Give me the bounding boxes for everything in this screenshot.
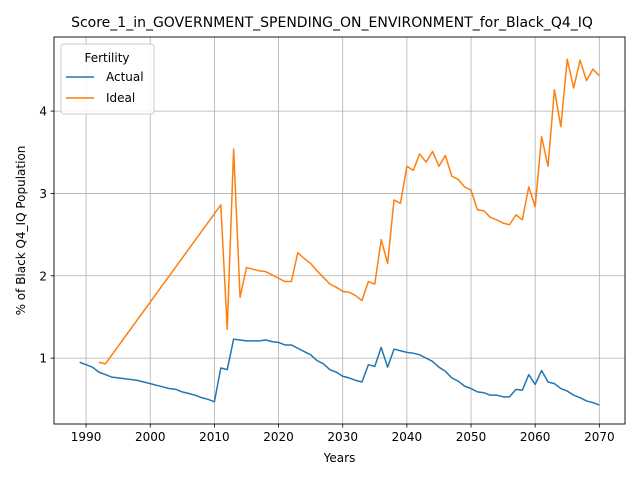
x-tick-label: 2000 [135,430,166,444]
series-layer [79,58,600,406]
x-tick-label: 2070 [584,430,615,444]
series-line-ideal [98,58,600,365]
x-tick-label: 2040 [392,430,423,444]
y-tick-label: 1 [39,352,47,366]
x-tick-label: 2010 [199,430,230,444]
legend: Fertility Actual Ideal [60,43,155,115]
x-tick-label: 2060 [520,430,551,444]
x-axis-label: Years [323,451,356,465]
plot-area [53,36,626,425]
grid [54,37,625,424]
legend-label-ideal: Ideal [106,91,135,105]
y-tick-label: 2 [39,269,47,283]
legend-label-actual: Actual [106,70,144,84]
chart-title: Score_1_in_GOVERNMENT_SPENDING_ON_ENVIRO… [71,15,593,31]
y-axis-label: % of Black Q4_IQ Population [14,146,28,316]
plot-frame [53,36,626,425]
x-tick-label: 2050 [456,430,487,444]
x-tick-label: 2020 [263,430,294,444]
series-line-actual [79,338,600,406]
y-axis: 1 2 3 4 [39,105,54,366]
y-tick-label: 4 [39,105,47,119]
x-tick-label: 2030 [327,430,358,444]
legend-box [60,43,155,115]
x-axis: 1990 2000 2010 2020 2030 2040 2050 2060 2070 [71,424,615,444]
legend-title: Fertility [84,51,129,65]
x-tick-label: 1990 [71,430,102,444]
y-tick-label: 3 [39,187,47,201]
